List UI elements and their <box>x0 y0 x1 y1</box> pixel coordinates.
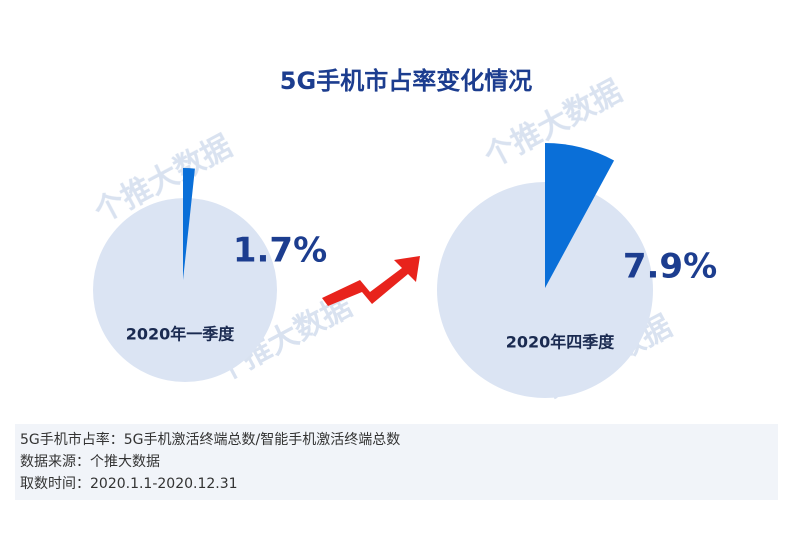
note: 数据来源：个推大数据 <box>20 454 160 470</box>
arrow <box>322 256 420 306</box>
pie-background <box>437 182 653 398</box>
note: 5G手机市占率：5G手机激活终端总数/智能手机激活终端总数 <box>20 431 400 448</box>
pie-background <box>93 198 277 382</box>
note: 取数时间：2020.1.1-2020.12.31 <box>20 476 238 492</box>
title: 5G手机市占率变化情况 <box>280 67 532 95</box>
pie-label: 2020年四季度 <box>506 333 616 352</box>
value-label: 1.7% <box>233 231 327 271</box>
pie-label: 2020年一季度 <box>126 325 236 344</box>
pie-slice <box>545 143 615 288</box>
notes-box <box>15 424 778 500</box>
value-label: 7.9% <box>623 247 717 287</box>
pie-slice <box>183 168 195 280</box>
